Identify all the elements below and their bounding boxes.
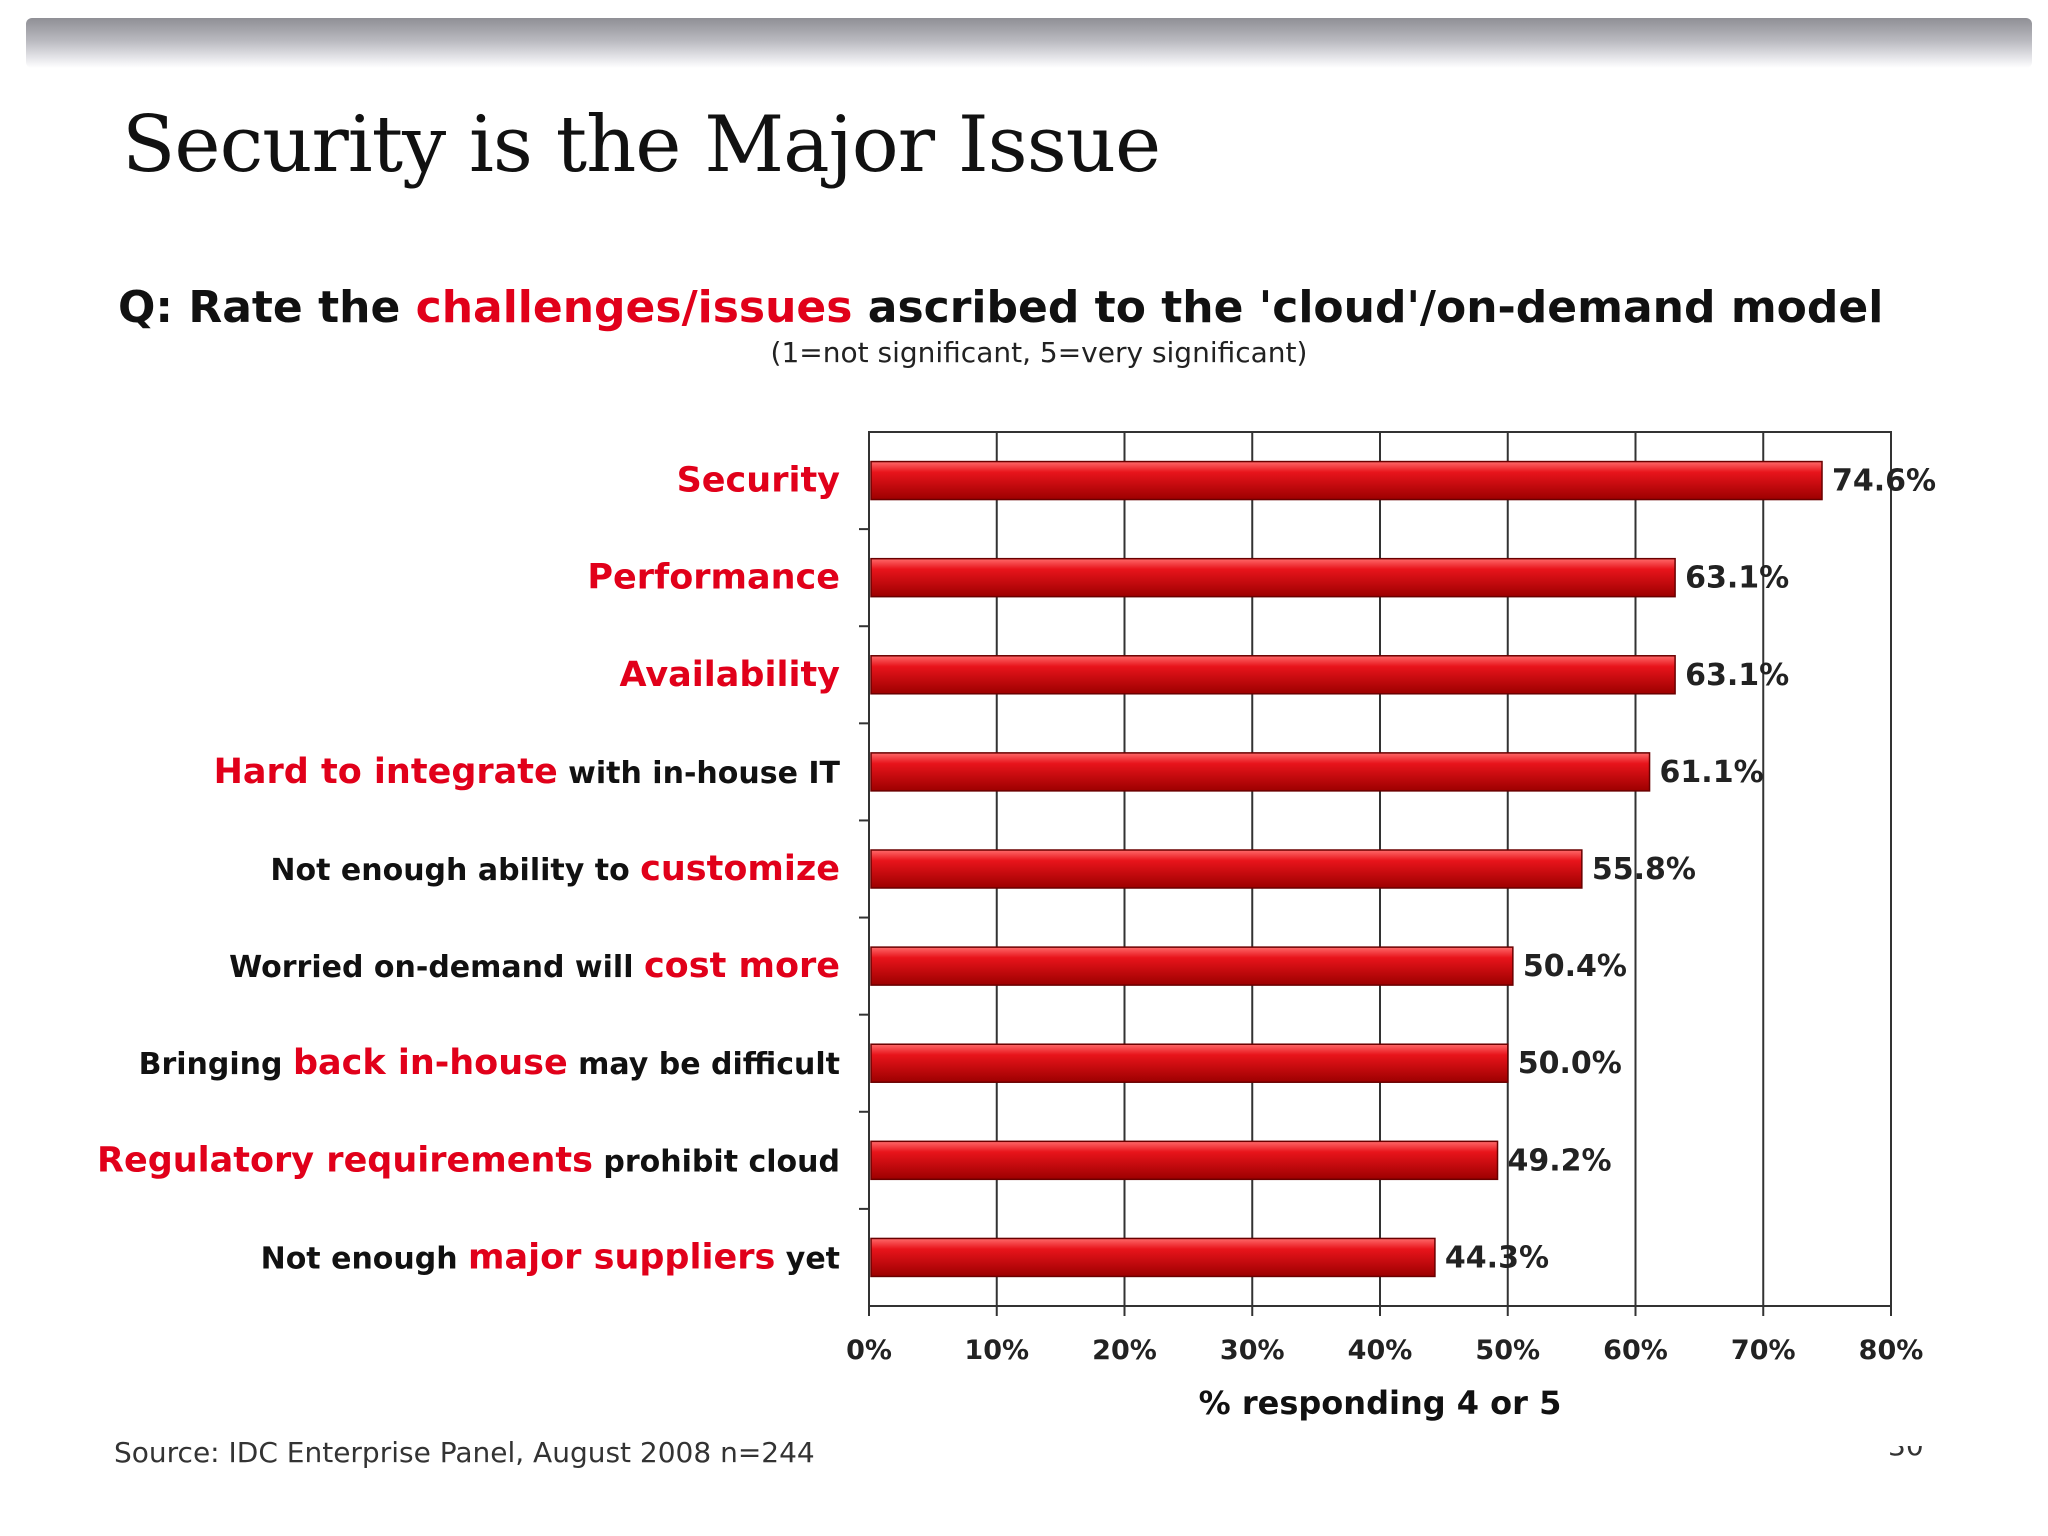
category-label: Worried on-demand will cost more (229, 946, 840, 986)
category-label-text: Not enough (261, 1241, 468, 1276)
question-highlight: challenges/issues (415, 282, 853, 333)
category-label-text: yet (775, 1241, 840, 1276)
category-label: Hard to integrate with in-house IT (214, 752, 841, 792)
category-label-text: Not enough ability to (270, 853, 640, 888)
value-label: 55.8% (1592, 852, 1696, 887)
category-label-highlight: cost more (644, 946, 840, 986)
category-label-highlight: Security (677, 461, 841, 501)
slide-header-bar (26, 18, 2032, 68)
value-label: 63.1% (1685, 561, 1789, 596)
category-label: Not enough major suppliers yet (261, 1237, 840, 1277)
category-label-highlight: Performance (587, 558, 840, 598)
chart-question: Q: Rate the challenges/issues ascribed t… (118, 282, 1948, 333)
category-label-text: with in-house IT (558, 756, 841, 791)
category-label-text: Bringing (139, 1047, 293, 1082)
category-label-highlight: Availability (620, 655, 841, 695)
category-label-highlight: major suppliers (468, 1237, 775, 1277)
category-label: Not enough ability to customize (270, 849, 840, 889)
bar (870, 1140, 1499, 1181)
category-label: Regulatory requirements prohibit cloud (97, 1140, 840, 1180)
bar (870, 752, 1651, 792)
x-tick-label: 60% (1603, 1335, 1668, 1366)
x-tick-label: 40% (1348, 1335, 1413, 1366)
bar (870, 1043, 1509, 1083)
question-subtitle: (1=not significant, 5=very significant) (770, 336, 1308, 369)
value-label: 74.6% (1832, 464, 1936, 499)
value-label: 50.0% (1518, 1046, 1622, 1081)
x-tick-label: 70% (1731, 1335, 1796, 1366)
bar (870, 557, 1676, 598)
page-number: 30 (1888, 1446, 1924, 1460)
bar (870, 946, 1514, 986)
category-label-highlight: customize (640, 849, 840, 889)
category-label-text: may be difficult (568, 1047, 840, 1082)
question-prefix: Q: Rate the (118, 282, 416, 333)
slide-title: Security is the Major Issue (122, 100, 1161, 190)
category-label: Performance (587, 558, 840, 598)
value-label: 63.1% (1685, 658, 1789, 693)
value-label: 61.1% (1660, 755, 1764, 790)
category-label: Availability (620, 655, 841, 695)
value-label: 50.4% (1523, 949, 1627, 984)
x-tick-label: 20% (1092, 1335, 1157, 1366)
x-axis-title: % responding 4 or 5 (1199, 1384, 1562, 1422)
x-tick-label: 50% (1475, 1335, 1540, 1366)
chart-bars (870, 460, 1823, 1278)
x-tick-label: 10% (964, 1335, 1029, 1366)
bar (870, 460, 1823, 501)
category-label-highlight: Hard to integrate (214, 752, 558, 792)
x-tick-label: 30% (1220, 1335, 1285, 1366)
bar (870, 849, 1583, 889)
category-label-text: Worried on-demand will (229, 950, 644, 985)
category-label-highlight: back in-house (293, 1043, 568, 1083)
category-label: Security (677, 461, 841, 501)
source-note: Source: IDC Enterprise Panel, August 200… (114, 1436, 815, 1469)
category-label-text: prohibit cloud (593, 1144, 840, 1179)
bar (870, 655, 1676, 695)
chart-labels: 0% 10% 20% 30% 40% 50% 60% 70% 80% % responding 4… (97, 461, 1936, 1422)
category-label-highlight: Regulatory requirements (97, 1140, 593, 1180)
bar (870, 1237, 1436, 1278)
x-tick-label: 0% (846, 1335, 892, 1366)
question-suffix: ascribed to the 'cloud'/on-demand model (852, 282, 1884, 333)
value-label: 49.2% (1508, 1143, 1612, 1178)
value-label: 44.3% (1445, 1240, 1549, 1275)
x-tick-label: 80% (1859, 1335, 1924, 1366)
category-label: Bringing back in-house may be difficult (139, 1043, 840, 1083)
